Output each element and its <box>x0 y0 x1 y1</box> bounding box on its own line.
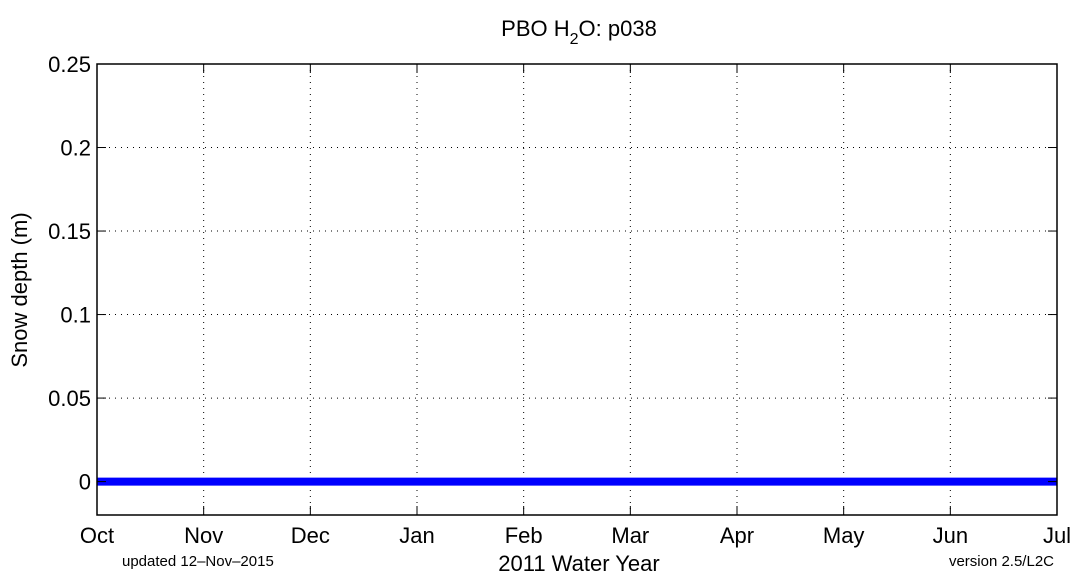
x-tick-label: May <box>823 523 865 548</box>
y-axis-label: Snow depth (m) <box>7 212 32 367</box>
x-tick-label: Nov <box>184 523 223 548</box>
plot-area-frame <box>96 63 1058 516</box>
updated-annotation: updated 12–Nov–2015 <box>122 553 274 570</box>
x-tick-label: Mar <box>611 523 649 548</box>
y-axis-tick-labels: 0 0.05 0.1 0.15 0.2 0.25 <box>48 52 91 495</box>
y-tick-label: 0.1 <box>60 303 91 328</box>
version-annotation: version 2.5/L2C <box>949 553 1054 570</box>
y-tick-label: 0.05 <box>48 386 91 411</box>
x-tick-label: Jun <box>933 523 968 548</box>
y-tick-label: 0 <box>79 470 91 495</box>
y-tick-label: 0.15 <box>48 219 91 244</box>
y-tick-label: 0.25 <box>48 52 91 77</box>
axis-ticks <box>96 63 1058 515</box>
chart-title: PBO H2O: p038 <box>501 16 657 48</box>
y-tick-label: 0.2 <box>60 136 91 161</box>
x-tick-label: Feb <box>505 523 543 548</box>
x-tick-label: Jan <box>399 523 434 548</box>
x-tick-label: Oct <box>80 523 114 548</box>
x-tick-label: Apr <box>720 523 754 548</box>
grid-lines <box>97 64 1057 515</box>
x-tick-label: Dec <box>291 523 330 548</box>
x-axis-label: 2011 Water Year <box>498 551 659 576</box>
x-axis-tick-labels: Oct Nov Dec Jan Feb Mar Apr May Jun Jul <box>80 523 1071 548</box>
x-tick-label: Jul <box>1043 523 1071 548</box>
